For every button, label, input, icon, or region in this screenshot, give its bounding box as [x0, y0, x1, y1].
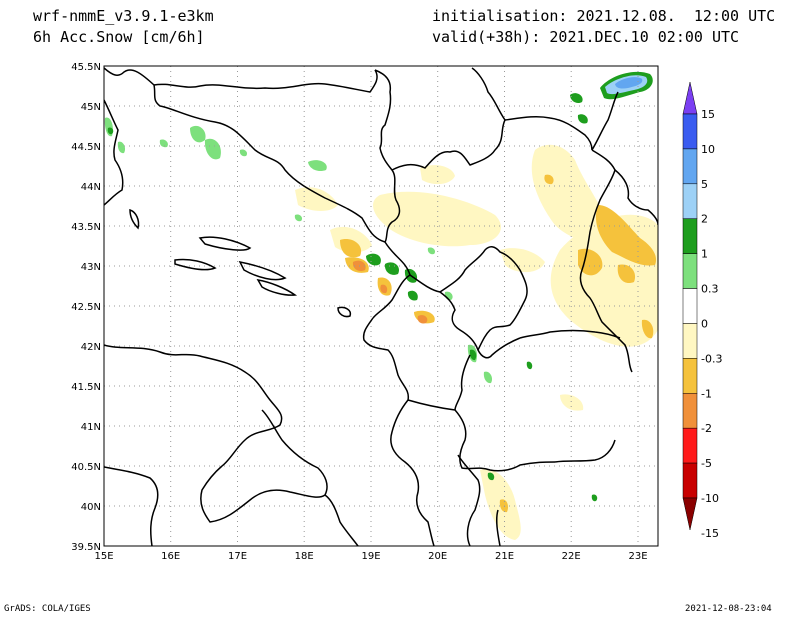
lon-label: 17E — [228, 551, 247, 562]
lat-label: 42N — [81, 342, 101, 353]
lat-label: 41.5N — [71, 382, 101, 393]
colorbar-segment — [682, 183, 698, 219]
lon-axis: 15E 16E 17E 18E 19E 20E 21E 22E 23E — [94, 551, 647, 562]
colorbar-label: 2 — [701, 213, 708, 226]
colorbar-label: -10 — [701, 492, 719, 505]
lon-label: 19E — [361, 551, 380, 562]
colorbar-segment — [682, 323, 698, 359]
colorbar-segment — [682, 253, 698, 289]
islands — [129, 208, 352, 318]
map-grid — [104, 66, 658, 546]
lat-axis: 45.5N 45N 44.5N 44N 43.5N 43N 42.5N 42N … — [71, 62, 101, 553]
colorbar: 15 10 5 2 1 0.3 0 -0.3 -1 -2 -5 -10 -15 — [682, 81, 722, 540]
colorbar-bottom-arrow — [682, 497, 698, 531]
lon-label: 16E — [161, 551, 180, 562]
field-label: 6h Acc.Snow [cm/6h] — [33, 28, 205, 46]
colorbar-segment — [682, 462, 698, 499]
colorbar-top-arrow — [682, 81, 698, 115]
colorbar-label: -0.3 — [701, 352, 722, 365]
colorbar-segment — [682, 288, 698, 324]
lon-label: 23E — [628, 551, 647, 562]
lat-label: 40.5N — [71, 462, 101, 473]
colorbar-segment — [682, 218, 698, 254]
lat-label: 42.5N — [71, 302, 101, 313]
lat-label: 44N — [81, 182, 101, 193]
snow-light-green-areas — [104, 117, 493, 384]
lon-label: 22E — [562, 551, 581, 562]
lon-label: 15E — [94, 551, 113, 562]
footer-credit: GrADS: COLA/IGES — [4, 604, 91, 614]
colorbar-label: 5 — [701, 178, 708, 191]
colorbar-segment — [682, 148, 698, 185]
lat-label: 45N — [81, 102, 101, 113]
colorbar-label: 0.3 — [701, 283, 719, 296]
lon-label: 18E — [295, 551, 314, 562]
lat-label: 43.5N — [71, 222, 101, 233]
colorbar-label: 1 — [701, 248, 708, 261]
valid-time: valid(+38h): 2021.DEC.10 02:00 UTC — [432, 28, 740, 46]
colorbar-label: -2 — [701, 422, 712, 435]
lat-label: 44.5N — [71, 142, 101, 153]
footer-timestamp: 2021-12-08-23:04 — [685, 604, 772, 614]
colorbar-segment — [682, 393, 698, 429]
colorbar-label: -15 — [701, 527, 719, 540]
colorbar-label: 15 — [701, 108, 715, 121]
lon-label: 20E — [428, 551, 447, 562]
map-area — [104, 66, 658, 546]
colorbar-label: -5 — [701, 457, 712, 470]
lat-label: 45.5N — [71, 62, 101, 73]
model-label: wrf-nmmE_v3.9.1-e3km — [33, 7, 214, 25]
colorbar-segment — [682, 358, 698, 394]
lat-label: 40N — [81, 502, 101, 513]
colorbar-label: 10 — [701, 143, 715, 156]
lat-label: 39.5N — [71, 542, 101, 553]
map-frame — [103, 65, 659, 547]
lon-label: 21E — [495, 551, 514, 562]
snow-orange-areas — [340, 174, 657, 513]
snow-blue-areas — [600, 71, 653, 100]
colorbar-segment — [682, 427, 698, 464]
colorbar-label: -1 — [701, 387, 712, 400]
colorbar-segment — [682, 113, 698, 150]
snow-green-areas — [107, 93, 598, 502]
colorbar-label: 0 — [701, 317, 708, 330]
country-borders — [153, 67, 658, 472]
coastlines — [104, 67, 501, 546]
lat-label: 43N — [81, 262, 101, 273]
lat-label: 41N — [81, 422, 101, 433]
snow-light-yellow-areas — [295, 144, 658, 540]
init-time: initialisation: 2021.12.08. 12:00 UTC — [432, 7, 776, 25]
